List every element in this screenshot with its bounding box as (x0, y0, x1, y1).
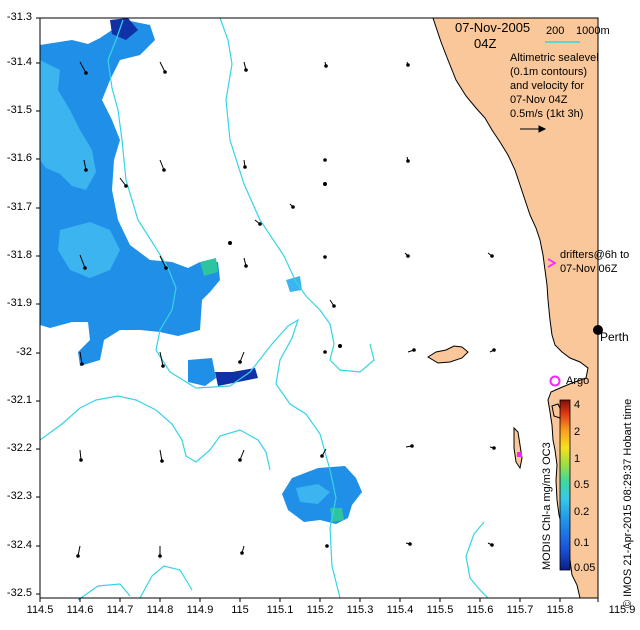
velocity-arrows (76, 61, 496, 558)
x-tick: 115.9 (608, 604, 636, 616)
x-tick: 115.5 (426, 604, 454, 616)
island (513, 426, 523, 470)
drifters-label: 07-Nov 06Z (560, 263, 618, 275)
colorbar-tick: 1 (574, 453, 581, 465)
x-tick: 115.1 (266, 604, 294, 616)
y-tick: -31.8 (6, 249, 32, 261)
colorbar-tick: 0.2 (574, 506, 590, 518)
colorbar-tick: 0.05 (574, 562, 596, 574)
x-tick: 115.8 (546, 604, 574, 616)
drifter-marker (547, 258, 557, 268)
colorbar-tick: 2 (574, 426, 581, 438)
x-tick: 115.7 (506, 604, 534, 616)
y-tick: -32.3 (6, 490, 32, 502)
chlorophyll-pixel (517, 452, 522, 457)
y-tick: -32 (16, 346, 32, 358)
x-tick: 115.2 (306, 604, 334, 616)
axis-ticks (36, 17, 599, 602)
drifters-label: drifters@6h to (560, 249, 630, 261)
colorbar-tick: 0.1 (574, 537, 590, 549)
x-tick: 114.8 (146, 604, 174, 616)
y-tick: -31.4 (6, 56, 32, 68)
colorbar-label: MODIS Chl-a mg/m3 OC3 (541, 442, 553, 570)
scale-label: 200 (546, 25, 565, 37)
map-time: 04Z (474, 36, 497, 51)
place-argo: Argo (566, 375, 590, 387)
legend-line: Altimetric sealevel (510, 52, 599, 64)
y-tick: -32.1 (6, 394, 32, 406)
island (427, 345, 469, 364)
x-tick: 114.7 (106, 604, 134, 616)
legend-line: 07-Nov 04Z (510, 94, 568, 106)
legend-line: and velocity for (510, 80, 584, 92)
x-tick: 115.6 (466, 604, 494, 616)
credit: © IMOS 21-Apr-2015 08:29:37 Hobart time (622, 398, 634, 608)
plot-border (39, 17, 599, 599)
y-tick: -32.4 (6, 539, 32, 551)
y-tick: -31.6 (6, 152, 32, 164)
x-tick: 115 (231, 604, 249, 616)
x-tick: 115.3 (346, 604, 374, 616)
x-tick: 114.6 (66, 604, 94, 616)
x-tick: 114.5 (26, 604, 54, 616)
legend-velocity-arrow (520, 125, 547, 133)
y-tick: -31.5 (6, 104, 32, 116)
x-tick: 114.9 (186, 604, 214, 616)
y-tick: -31.3 (6, 11, 32, 23)
colorbar (559, 399, 571, 571)
y-tick: -31.9 (6, 297, 32, 309)
y-tick: -32.2 (6, 442, 32, 454)
sealevel-contours (39, 17, 489, 601)
y-tick: -32.5 (6, 587, 32, 599)
colorbar-tick: 4 (574, 399, 581, 411)
place-perth: Perth (600, 330, 629, 344)
legend-line: (0.1m contours) (510, 66, 588, 78)
y-tick: -31.7 (6, 201, 32, 213)
argo-marker (549, 375, 561, 387)
legend-line: 0.5m/s (1kt 3h) (510, 108, 584, 120)
colorbar-tick: 0.5 (574, 479, 590, 491)
scale-unit: 1000m (576, 25, 610, 37)
map-date: 07-Nov-2005 (455, 20, 531, 35)
x-tick: 115.4 (386, 604, 414, 616)
